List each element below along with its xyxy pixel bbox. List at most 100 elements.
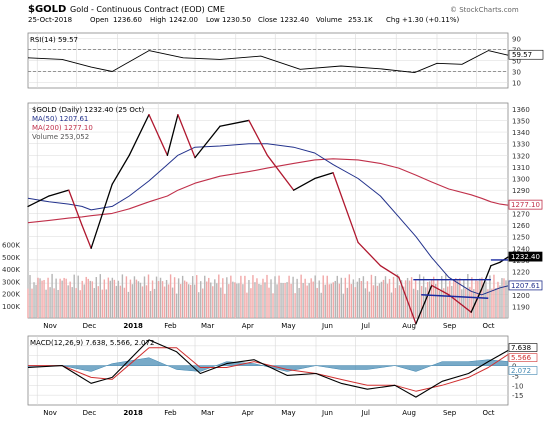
volume-bar: [198, 292, 200, 318]
volume-bar: [434, 283, 437, 318]
volume-bar: [350, 284, 353, 318]
volume-bar: [43, 279, 45, 318]
volume-bar: [424, 287, 427, 318]
rsi-value-box: [508, 49, 544, 60]
volume-bar: [489, 275, 491, 318]
volume-bar: [252, 275, 254, 318]
volume-bar: [410, 277, 413, 318]
volume-bar: [173, 277, 176, 318]
volume-bar: [33, 282, 35, 318]
price-tick-label: 1300: [512, 176, 530, 184]
volume-bar: [37, 277, 39, 318]
volume-bar: [159, 277, 162, 318]
volume-label: Volume: [316, 16, 342, 24]
volume-bar: [109, 280, 112, 318]
price-tick-label: 1290: [512, 187, 530, 195]
volume-bar: [87, 278, 89, 318]
macd-tick-label: -5: [512, 372, 519, 380]
macd-value-label: 7.638: [511, 344, 531, 352]
price-segment: [266, 154, 295, 191]
volume-bar: [83, 284, 85, 318]
volume-bar: [27, 288, 29, 318]
volume-bar: [139, 282, 142, 318]
volume-bar: [404, 280, 407, 318]
volume-bar: [61, 280, 63, 318]
volume-bar: [248, 279, 250, 318]
price-x-tick-label: Oct: [482, 322, 494, 330]
volume-bar: [105, 289, 108, 318]
price-value-label: 1207.61: [511, 282, 540, 290]
volume-bar: [330, 283, 332, 318]
volume-bar: [368, 291, 371, 318]
volume-bar: [51, 273, 53, 318]
high-value: 1242.00: [169, 16, 198, 24]
volume-bar: [338, 283, 340, 318]
volume-bar: [398, 285, 401, 318]
volume-bar: [302, 283, 304, 318]
volume-bar: [420, 285, 423, 318]
volume-bar: [206, 281, 208, 318]
volume-bar: [497, 281, 499, 318]
volume-bar: [461, 289, 463, 318]
volume-bar: [218, 274, 220, 318]
macd-value-box: [508, 343, 538, 352]
macd-value-label: 5.566: [511, 354, 532, 362]
rsi-legend: RSI(14) 59.57: [30, 36, 78, 44]
volume-bar: [422, 276, 425, 318]
volume-bar: [246, 292, 248, 318]
rsi-value-label: 59.57: [512, 51, 532, 59]
volume-bar: [282, 283, 284, 318]
volume-bar: [432, 276, 435, 318]
volume-bar: [111, 277, 114, 318]
price-tick-label: 1360: [512, 106, 530, 114]
volume-bar: [79, 290, 81, 318]
price-tick-label: 1330: [512, 141, 530, 149]
volume-bar: [388, 278, 391, 318]
price-tick-label: 1350: [512, 117, 530, 125]
macd-x-tick-label: Mar: [201, 409, 214, 417]
volume-bar: [296, 278, 298, 318]
volume-bar: [129, 279, 132, 318]
high-label: High: [150, 16, 166, 24]
price-x-tick-label: Aug: [402, 322, 416, 330]
volume-legend: Volume 253,052: [32, 133, 89, 141]
volume-bar: [334, 280, 336, 318]
price-tick-label: 1270: [512, 210, 530, 218]
volume-bar: [214, 279, 216, 318]
volume-bar: [179, 284, 182, 318]
volume-bar: [318, 280, 320, 318]
volume-bar: [234, 282, 236, 318]
panel-frame: [27, 335, 509, 406]
volume-bar: [230, 275, 232, 318]
volume-bar: [457, 280, 459, 318]
volume-bar: [314, 275, 316, 318]
volume-bar: [121, 274, 124, 318]
volume-bar: [483, 284, 485, 318]
macd-signal-line: [28, 347, 509, 392]
price-segment: [448, 294, 472, 313]
volume-bar: [141, 286, 144, 318]
volume-bar: [441, 276, 443, 318]
volume-bar: [463, 279, 465, 318]
volume-bar: [439, 290, 441, 318]
volume-bar: [501, 278, 503, 318]
macd-legend: MACD(12,26,9) 7.638, 5.566, 2.072: [30, 339, 154, 347]
price-segment: [248, 119, 268, 156]
volume-tick-label: 600K: [2, 242, 20, 250]
price-label-box: [508, 280, 543, 291]
ma200-legend: MA(200) 1277.10: [32, 124, 93, 132]
volume-bar: [63, 277, 65, 318]
volume-bar: [143, 276, 146, 318]
price-tick-label: 1250: [512, 234, 530, 242]
volume-bar: [49, 287, 51, 318]
close-label: Close: [258, 16, 277, 24]
volume-bar: [189, 284, 192, 318]
volume-bar: [487, 289, 489, 318]
volume-bar: [469, 286, 471, 318]
price-segment: [379, 265, 400, 278]
volume-bar: [169, 274, 172, 318]
macd-x-tick-label: Apr: [242, 409, 254, 417]
